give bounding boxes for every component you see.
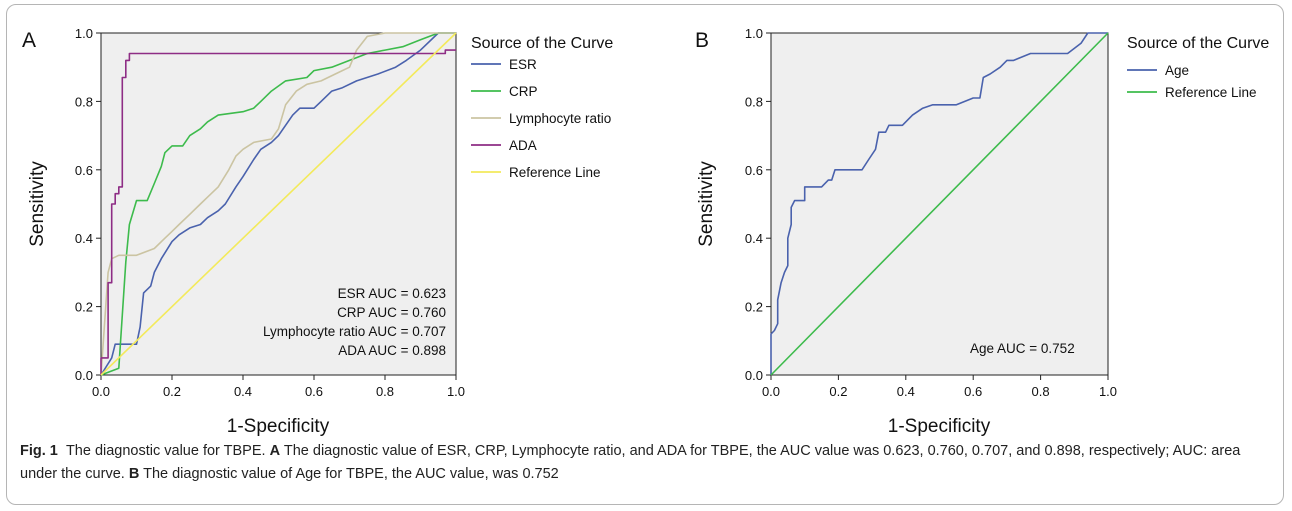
y-tick-label: 0.4: [75, 231, 93, 246]
auc-annotation: ESR AUC = 0.623: [338, 286, 446, 301]
x-tick-label: 0.8: [1032, 384, 1050, 399]
y-axis-label-b: Sensitivity: [696, 161, 717, 247]
legend-label-age: Age: [1165, 63, 1189, 78]
series-line-lymphocyte-ratio: [100, 32, 456, 376]
y-tick-label: 1.0: [745, 26, 763, 41]
caption-a-text: The diagnostic value of ESR, CRP, Lympho…: [20, 443, 1241, 482]
legend-b: Age Reference Line: [1127, 63, 1257, 100]
legend-label-esr: ESR: [509, 57, 537, 72]
series-line-reference-line: [100, 32, 457, 376]
series-line-age: [770, 32, 1108, 375]
x-tick-label: 0.6: [305, 384, 323, 399]
legend-label-crp: CRP: [509, 84, 538, 99]
y-tick-label: 0.6: [75, 163, 93, 178]
x-tick-label: 0.4: [897, 384, 915, 399]
auc-annotations-a: ESR AUC = 0.623 CRP AUC = 0.760 Lymphocyte…: [263, 286, 446, 358]
x-tick-label: 1.0: [1099, 384, 1117, 399]
x-axis-label-a: 1-Specificity: [227, 416, 330, 436]
x-tick-label: 0.8: [376, 384, 394, 399]
legend-label-lymphocyte-ratio: Lymphocyte ratio: [509, 111, 611, 126]
caption-a-label: A: [269, 443, 281, 459]
legend-title-b: Source of the Curve: [1127, 35, 1269, 52]
auc-annotation: CRP AUC = 0.760: [337, 305, 446, 320]
x-tick-label: 1.0: [447, 384, 465, 399]
series-lines-b: [770, 32, 1109, 376]
series-line-esr: [100, 32, 456, 376]
caption-fig-label: Fig. 1: [20, 443, 58, 459]
y-tick-label: 0.2: [745, 300, 763, 315]
series-line-ada: [100, 49, 456, 375]
x-tick-label: 0.4: [234, 384, 252, 399]
legend-label-ada: ADA: [509, 138, 537, 153]
y-tick-label: 0.6: [745, 163, 763, 178]
panel-label-a: A: [22, 29, 36, 52]
series-lines-a: [100, 32, 457, 376]
x-tick-label: 0.0: [762, 384, 780, 399]
y-tick-label: 0.0: [75, 368, 93, 383]
legend-title-a: Source of the Curve: [471, 35, 613, 52]
series-line-reference-line: [770, 32, 1109, 376]
y-tick-label: 0.0: [745, 368, 763, 383]
y-tick-label: 0.8: [745, 94, 763, 109]
panel-label-b: B: [695, 29, 709, 52]
auc-annotation: ADA AUC = 0.898: [338, 343, 446, 358]
auc-annotation: Age AUC = 0.752: [970, 341, 1075, 356]
figure-caption: Fig. 1 The diagnostic value for TBPE. A …: [20, 440, 1272, 486]
caption-b-label: B: [128, 466, 140, 482]
legend-label-reference-line: Reference Line: [509, 165, 601, 180]
legend-label-reference-line: Reference Line: [1165, 85, 1257, 100]
caption-b-text: The diagnostic value of Age for TBPE, th…: [143, 466, 559, 482]
legend-a: ESR CRP Lymphocyte ratio ADA Reference Line: [471, 57, 611, 180]
y-tick-label: 0.8: [75, 94, 93, 109]
y-axis-label-a: Sensitivity: [27, 161, 48, 247]
y-tick-label: 1.0: [75, 26, 93, 41]
x-tick-label: 0.6: [964, 384, 982, 399]
x-tick-label: 0.2: [163, 384, 181, 399]
caption-title: The diagnostic value for TBPE.: [65, 443, 266, 459]
chart-panel-a: A 0.0 0.2 0.4 0.6 0.8 1.0 0.0 0.2 0.4 0.6 0.8 1.0 1…: [22, 26, 613, 436]
x-tick-label: 0.0: [92, 384, 110, 399]
chart-panel-b: B 0.0 0.2 0.4 0.6 0.8 1.0 0.0 0.2 0.4 0.6 0.8 1.0 1…: [695, 26, 1269, 436]
y-tick-label: 0.4: [745, 231, 763, 246]
x-axis-label-b: 1-Specificity: [888, 416, 991, 436]
auc-annotations-b: Age AUC = 0.752: [970, 341, 1075, 356]
y-tick-label: 0.2: [75, 300, 93, 315]
auc-annotation: Lymphocyte ratio AUC = 0.707: [263, 324, 446, 339]
x-tick-label: 0.2: [829, 384, 847, 399]
